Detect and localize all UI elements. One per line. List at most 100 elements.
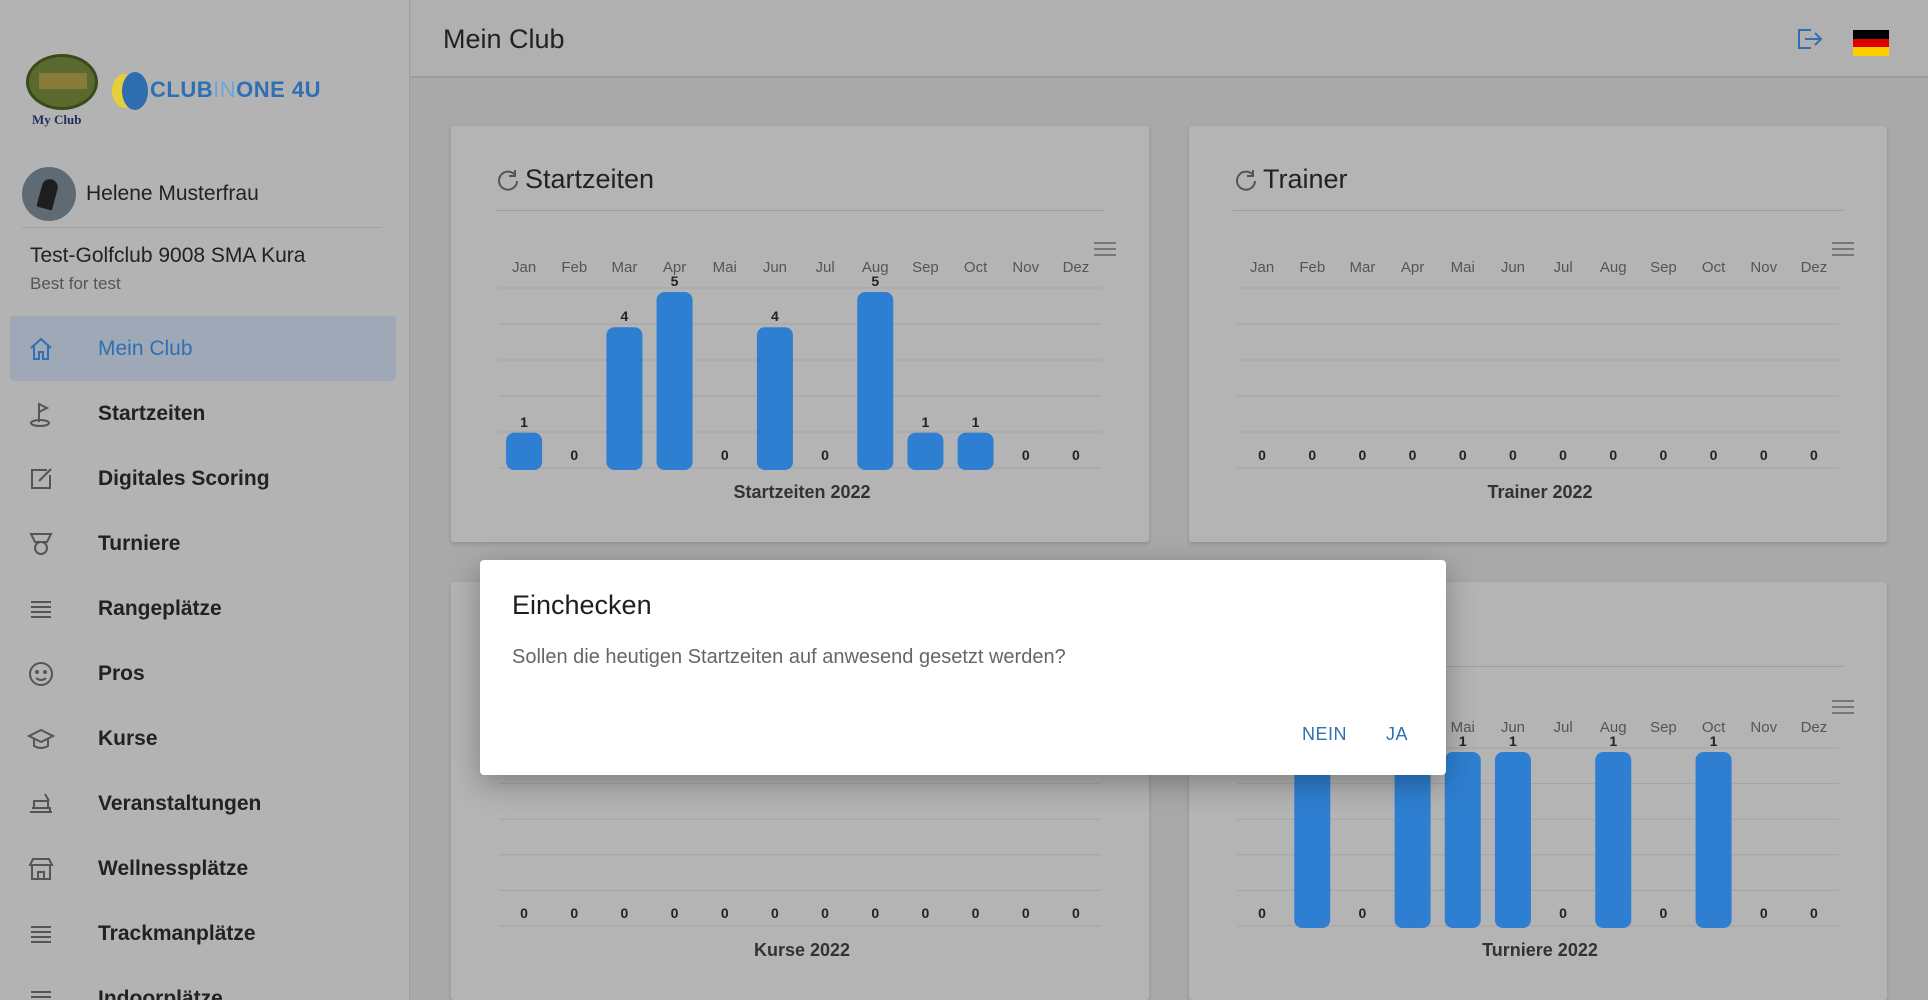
sidebar-item-pros[interactable]: Pros: [10, 641, 396, 706]
data-label: 0: [1072, 447, 1080, 463]
bar[interactable]: [656, 292, 693, 470]
data-label: 4: [621, 308, 629, 324]
sidebar-item-wellnessplaetze[interactable]: Wellnessplätze: [10, 836, 396, 901]
sidebar-item-label: Pros: [98, 661, 145, 685]
sidebar-item-trackmanplaetze[interactable]: Trackmanplätze: [10, 901, 396, 966]
refresh-icon[interactable]: [495, 167, 521, 193]
bar[interactable]: [1444, 752, 1481, 928]
sidebar-item-veranstaltungen[interactable]: Veranstaltungen: [10, 771, 396, 836]
x-tick-label: Dez: [1801, 719, 1828, 736]
sidebar-item-kurse[interactable]: Kurse: [10, 706, 396, 771]
data-label: 0: [1760, 905, 1768, 921]
data-label: 1: [922, 414, 930, 430]
user-profile[interactable]: Helene Musterfrau: [22, 160, 382, 228]
list-icon: [26, 919, 56, 949]
x-tick-label: Apr: [663, 259, 686, 276]
food-icon: [26, 789, 56, 819]
bar[interactable]: [1595, 752, 1632, 928]
no-button[interactable]: NEIN: [1302, 724, 1348, 744]
data-label: 0: [1308, 447, 1316, 463]
data-label: 0: [1760, 447, 1768, 463]
language-flag-de[interactable]: [1853, 30, 1889, 57]
data-label: 0: [1509, 447, 1517, 463]
flag-stripe-gold: [1853, 47, 1889, 57]
bar[interactable]: [506, 432, 543, 470]
sidebar-item-turniere[interactable]: Turniere: [10, 511, 396, 576]
chart-trainer: Jan 0 Feb 0 Mar 0 Apr 0 Mai 0 Jun 0 Jul 0 Aug 0 Sep 0 Oct 0…: [1237, 259, 1839, 502]
data-label: 0: [1072, 905, 1080, 921]
data-label: 0: [1409, 447, 1417, 463]
x-tick-label: Aug: [1600, 719, 1627, 736]
chart-startzeiten: Jan1Feb0Mar4Apr5Mai0Jun4Jul0Aug5Sep1Oct1…: [499, 259, 1101, 502]
bar[interactable]: [857, 292, 894, 470]
x-tick-label: Aug: [1600, 259, 1627, 276]
data-label: 0: [570, 905, 578, 921]
bar[interactable]: [957, 432, 994, 470]
sidebar-item-label: Veranstaltungen: [98, 791, 262, 815]
chart-menu-icon[interactable]: [1094, 242, 1116, 258]
bar[interactable]: [1695, 752, 1732, 928]
sidebar-item-label: Startzeiten: [98, 401, 206, 425]
data-label: 0: [771, 905, 779, 921]
store-icon: [26, 854, 56, 884]
sidebar-item-label: Kurse: [98, 726, 158, 750]
sidebar-item-rangeplaetze[interactable]: Rangeplätze: [10, 576, 396, 641]
card-title: Startzeiten: [495, 164, 654, 195]
data-label: 5: [671, 273, 679, 289]
list-icon: [26, 984, 56, 1000]
data-label: 1: [1459, 733, 1467, 749]
x-tick-label: Jun: [1501, 719, 1525, 736]
card-trainer: Trainer Jan 0 Feb 0 Mar 0 Apr 0 Mai 0 Jun 0 Jul 0 Aug 0…: [1189, 126, 1887, 542]
face-icon: [26, 659, 56, 689]
data-label: 1: [1609, 733, 1617, 749]
data-label: 1: [1710, 733, 1718, 749]
yes-button[interactable]: JA: [1386, 724, 1409, 744]
sidebar-item-digitales-scoring[interactable]: Digitales Scoring: [10, 446, 396, 511]
data-label: 0: [972, 905, 980, 921]
card-startzeiten: Startzeiten Jan 1 Feb 0 Mar 4 Apr 5 Mai 0 Jun 4 Jul 0…: [451, 126, 1149, 542]
sidebar-item-mein-club[interactable]: Mein Club: [10, 316, 396, 381]
data-label: 0: [1359, 447, 1367, 463]
avatar: [22, 166, 76, 221]
x-tick-label: Apr: [1401, 259, 1424, 276]
edit-icon: [26, 464, 56, 494]
x-tick-label: Dez: [1063, 259, 1090, 276]
refresh-icon[interactable]: [1233, 167, 1259, 193]
data-label: 0: [1609, 447, 1617, 463]
checkin-dialog: Einchecken Sollen die heutigen Startzeit…: [480, 560, 1446, 775]
sidebar-nav: Mein Club Startzeiten Digitales Scoring …: [10, 316, 396, 1000]
data-label: 0: [721, 447, 729, 463]
chart-menu-icon[interactable]: [1832, 700, 1854, 716]
data-label: 1: [520, 414, 528, 430]
bar[interactable]: [756, 327, 793, 470]
data-label: 5: [871, 273, 879, 289]
bar[interactable]: [606, 327, 643, 470]
graduation-cap-icon: [26, 724, 56, 754]
bar[interactable]: [907, 432, 944, 470]
x-tick-label: Mar: [1349, 259, 1375, 276]
chart-title: Startzeiten 2022: [733, 482, 870, 502]
x-tick-label: Mai: [1451, 259, 1475, 276]
club-badge-logo: My Club: [18, 50, 106, 130]
x-tick-label: Sep: [1650, 259, 1677, 276]
card-title: Trainer: [1233, 164, 1348, 195]
x-tick-label: Feb: [561, 259, 587, 276]
logout-icon[interactable]: [1795, 26, 1825, 52]
bar[interactable]: [1294, 752, 1331, 928]
sidebar-item-label: Indoorplätze: [98, 986, 223, 1000]
chart-title: Turniere 2022: [1482, 940, 1598, 960]
bar[interactable]: [1394, 752, 1431, 928]
sidebar-item-startzeiten[interactable]: Startzeiten: [10, 381, 396, 446]
divider: [495, 210, 1105, 211]
sidebar-item-indoorplaetze[interactable]: Indoorplätze: [10, 966, 396, 1000]
data-label: 0: [671, 905, 679, 921]
chart-menu-icon[interactable]: [1832, 242, 1854, 258]
brand-text-2: IN: [213, 77, 237, 102]
bar[interactable]: [1494, 752, 1531, 928]
x-tick-label: Jul: [1553, 259, 1572, 276]
club-info: Test-Golfclub 9008 SMA Kura Best for tes…: [30, 244, 305, 294]
divider: [1233, 666, 1843, 667]
data-label: 0: [520, 905, 528, 921]
list-icon: [26, 594, 56, 624]
x-tick-label: Jan: [512, 259, 536, 276]
